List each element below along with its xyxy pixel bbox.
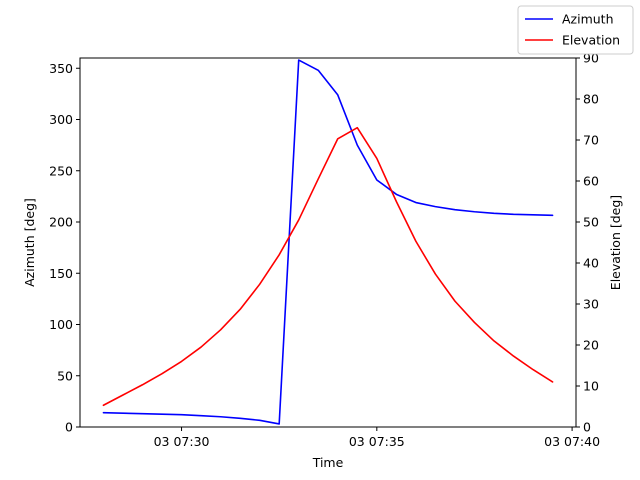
y-left-tick-label: 250 <box>49 163 73 178</box>
y-right-tick-label: 70 <box>583 133 599 148</box>
y-axis-left-label: Azimuth [deg] <box>22 198 37 287</box>
y-right-tick-label: 60 <box>583 174 599 189</box>
y-left-tick-label: 200 <box>49 215 73 230</box>
y-left-tick-label: 350 <box>49 61 73 76</box>
y-right-tick-label: 10 <box>583 379 599 394</box>
x-tick-label: 03 07:40 <box>544 434 600 449</box>
y-left-tick-label: 150 <box>49 266 73 281</box>
y-right-tick-label: 80 <box>583 92 599 107</box>
y-right-tick-label: 40 <box>583 256 599 271</box>
x-axis-label: Time <box>312 455 344 470</box>
y-left-tick-label: 50 <box>57 368 73 383</box>
series-line-azimuth <box>102 59 554 425</box>
series-line-elevation <box>102 126 554 407</box>
legend-label-azimuth: Azimuth <box>562 12 614 27</box>
legend: Azimuth Elevation <box>517 5 634 55</box>
legend-label-elevation: Elevation <box>562 33 620 48</box>
x-tick-label: 03 07:30 <box>154 434 210 449</box>
legend-box <box>517 5 634 55</box>
y-axis-right-label: Elevation [deg] <box>608 195 623 290</box>
y-left-tick-label: 0 <box>65 420 73 435</box>
y-right-tick-label: 20 <box>583 338 599 353</box>
y-left-tick-label: 100 <box>49 317 73 332</box>
y-left-tick-label: 300 <box>49 112 73 127</box>
series-layer <box>102 59 554 425</box>
y-right-tick-label: 50 <box>583 215 599 230</box>
y-right-tick-label: 0 <box>583 420 591 435</box>
x-tick-label: 03 07:35 <box>349 434 405 449</box>
plot-frame <box>79 57 577 428</box>
y-right-tick-label: 30 <box>583 297 599 312</box>
